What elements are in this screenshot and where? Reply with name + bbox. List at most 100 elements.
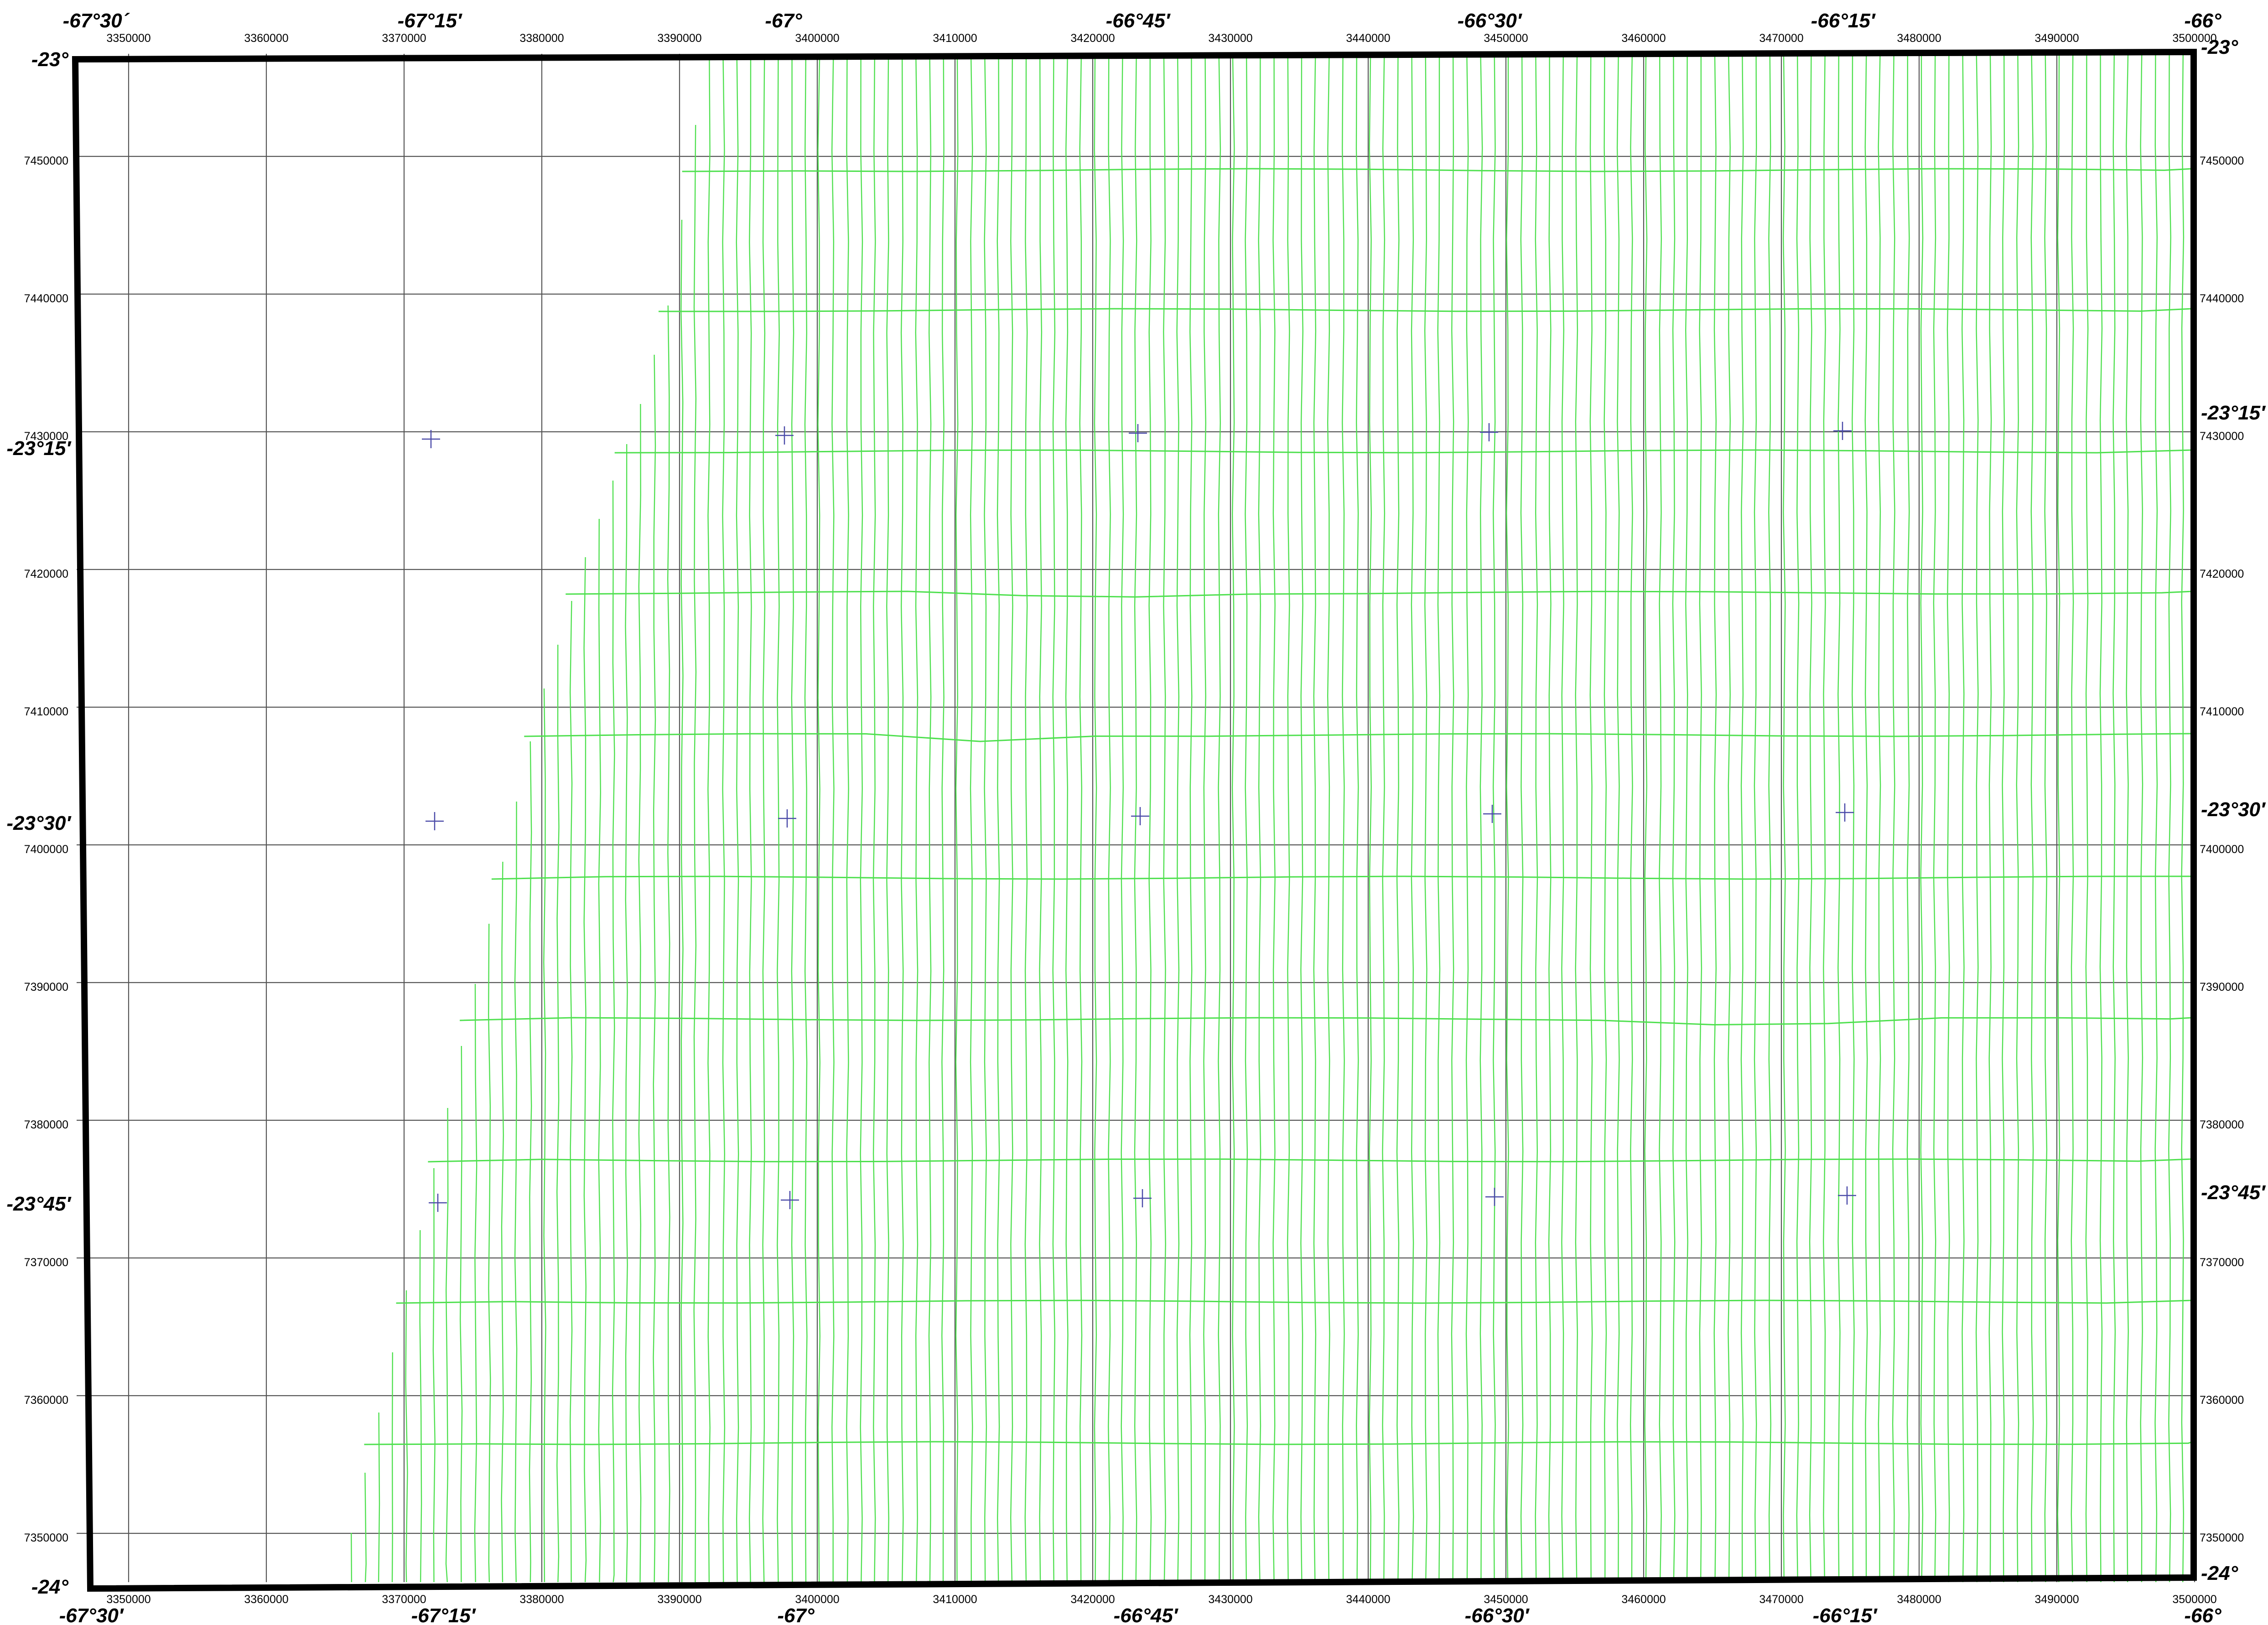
easting-label-bottom: 3480000: [1897, 1593, 1941, 1606]
flight-line: [707, 60, 711, 1583]
flight-line: [970, 59, 973, 1583]
tie-line: [364, 1441, 2193, 1445]
flight-line: [1052, 58, 1056, 1583]
latitude-label-right: -23°30′: [2201, 798, 2266, 821]
flight-line: [693, 124, 697, 1583]
easting-label-top: 3420000: [1070, 32, 1115, 45]
flight-line: [1300, 57, 1304, 1583]
flight-line: [1988, 55, 1992, 1583]
easting-label-bottom: 3360000: [244, 1593, 288, 1606]
flight-line: [1659, 56, 1662, 1583]
flight-line: [928, 59, 932, 1583]
tie-line: [460, 1017, 2193, 1026]
flight-line: [1892, 56, 1895, 1583]
easting-label-top: 3390000: [657, 32, 701, 45]
flight-line: [1245, 58, 1248, 1583]
northing-label-right: 7430000: [2200, 430, 2244, 443]
flight-line: [667, 305, 670, 1583]
flight-line: [736, 59, 739, 1583]
flight-line: [1754, 56, 1757, 1583]
flight-line: [364, 1472, 367, 1583]
flight-line: [1382, 57, 1386, 1583]
flight-line: [1878, 56, 1881, 1583]
easting-label-top: 3460000: [1621, 32, 1666, 45]
tie-line: [428, 1158, 2193, 1163]
flight-line: [501, 861, 504, 1583]
longitude-label-top: -66°45′: [1106, 10, 1171, 32]
flight-line: [2126, 55, 2129, 1583]
flight-line: [2016, 55, 2019, 1583]
flight-line: [1010, 58, 1013, 1583]
flight-line: [1616, 57, 1620, 1583]
flight-line: [1272, 57, 1276, 1583]
easting-label-bottom: 3410000: [933, 1593, 977, 1606]
easting-label-top: 3370000: [382, 32, 426, 45]
longitude-label-top: -67°30´: [63, 10, 130, 32]
longitude-label-bottom: -66°45′: [1114, 1604, 1179, 1625]
flight-line: [1864, 56, 1868, 1583]
tie-line: [659, 308, 2193, 312]
flight-line: [1809, 56, 1812, 1583]
latitude-label-right: -24°: [2201, 1562, 2238, 1584]
flight-line: [1561, 57, 1565, 1583]
longitude-label-top: -66°30′: [1458, 10, 1523, 32]
flight-line: [1630, 57, 1633, 1583]
northing-label-left: 7440000: [24, 292, 68, 305]
flight-line: [2057, 55, 2060, 1583]
flight-line: [1920, 56, 1924, 1583]
flight-line: [1782, 56, 1786, 1583]
easting-label-bottom: 3400000: [795, 1593, 839, 1606]
flight-line: [1740, 56, 1744, 1583]
longitude-label-top: -66°: [2184, 10, 2221, 32]
northing-label-right: 7410000: [2200, 705, 2244, 718]
northing-label-left: 7390000: [24, 981, 68, 994]
flight-line: [405, 1290, 408, 1583]
longitude-label-bottom: -67°15′: [411, 1604, 477, 1625]
easting-label-top: 3480000: [1897, 32, 1941, 45]
flight-line: [474, 983, 477, 1583]
northing-label-left: 7360000: [24, 1394, 68, 1407]
flight-line: [1396, 57, 1400, 1583]
flight-line: [612, 480, 615, 1583]
latitude-label-left: -23°15′: [6, 437, 72, 460]
easting-label-bottom: 3440000: [1346, 1593, 1390, 1606]
easting-label-bottom: 3420000: [1070, 1593, 1115, 1606]
map-frame-border: [72, 48, 2197, 1592]
flight-line: [872, 59, 876, 1583]
flight-line: [1355, 57, 1359, 1583]
northing-label-right: 7400000: [2200, 843, 2244, 856]
flight-line: [1479, 57, 1483, 1583]
map-labels: 3350000 3350000 3360000 3360000 3370000 33700…: [6, 10, 2266, 1625]
flight-line: [1975, 55, 1979, 1583]
latitude-label-left: -24°: [31, 1576, 69, 1598]
easting-label-bottom: 3350000: [106, 1593, 151, 1606]
easting-label-top: 3400000: [795, 32, 839, 45]
flight-line: [1424, 57, 1427, 1583]
easting-label-top: 3490000: [2034, 32, 2079, 45]
northing-label-right: 7390000: [2200, 981, 2244, 994]
flight-line: [1094, 58, 1097, 1583]
flight-line: [351, 1532, 353, 1583]
flight-line: [1327, 57, 1330, 1583]
flight-line: [391, 1352, 393, 1583]
tie-line: [396, 1299, 2193, 1304]
latitude-label-left: -23°30′: [6, 812, 72, 834]
easting-label-top: 3470000: [1759, 32, 1803, 45]
easting-label-top: 3500000: [2172, 32, 2216, 45]
flight-line: [488, 923, 491, 1583]
flight-line: [1837, 56, 1841, 1583]
longitude-label-bottom: -67°: [777, 1604, 815, 1625]
flight-line: [419, 1230, 422, 1583]
flight-line: [1548, 57, 1552, 1583]
flight-line: [1231, 58, 1235, 1583]
flight-line: [1589, 57, 1593, 1583]
flight-line: [941, 59, 945, 1583]
longitude-label-bottom: -66°30′: [1465, 1604, 1530, 1625]
flight-line: [2168, 55, 2171, 1583]
flight-line: [1287, 57, 1290, 1583]
flight-line: [1728, 56, 1731, 1583]
flight-line: [1437, 57, 1441, 1583]
flight-line: [1218, 58, 1221, 1583]
flight-line: [1465, 57, 1469, 1583]
longitude-label-bottom: -66°15′: [1813, 1604, 1878, 1625]
